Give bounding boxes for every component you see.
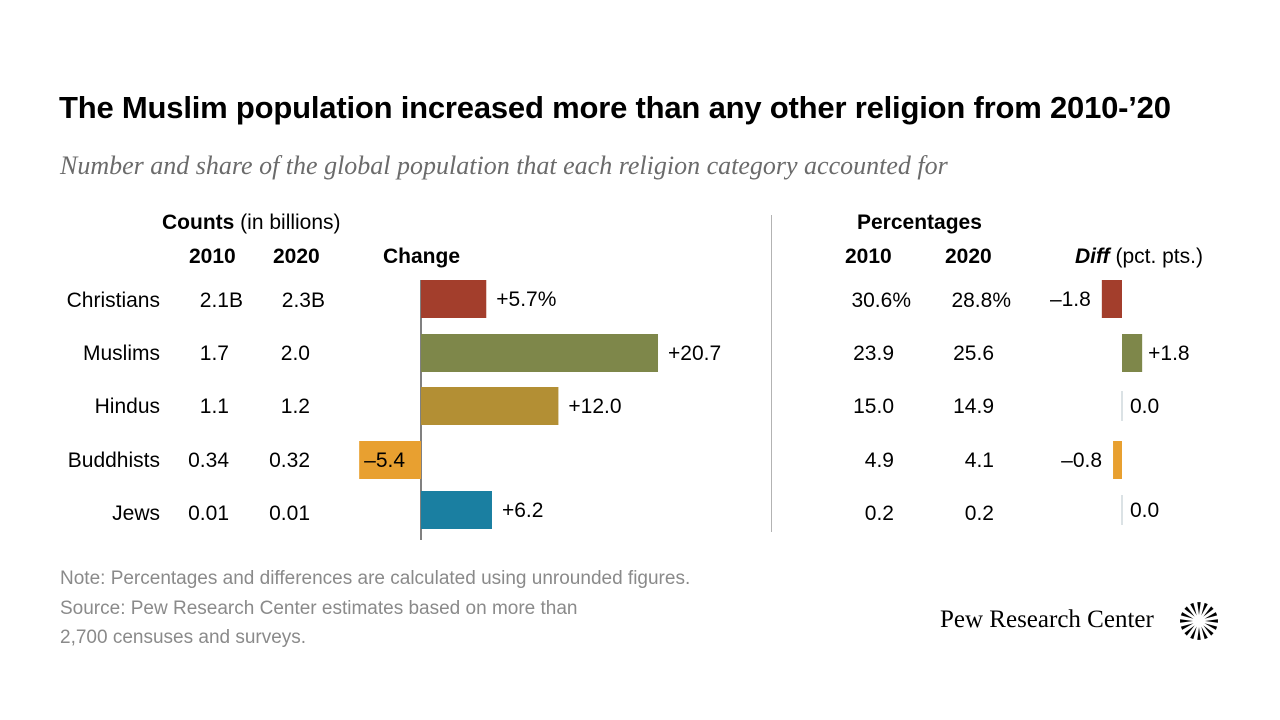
source-text: Source: Pew Research Center estimates ba… (60, 597, 578, 619)
change-bar-hindus (421, 387, 559, 425)
change-bar-buddhists (359, 441, 421, 479)
diff-bar-buddhists (1113, 441, 1122, 479)
pct-2010-header: 2010 (845, 245, 892, 268)
count-2010: 1.1 (199, 395, 229, 418)
change-bar-christians (421, 280, 487, 318)
diff-header-unit: (pct. pts.) (1115, 245, 1203, 268)
row-label: Muslims (83, 342, 160, 365)
diff-label-christians: –1.8 (1050, 288, 1091, 311)
pct-2010: 0.2 (864, 502, 894, 525)
footnote: Note: Percentages and differences are ca… (60, 564, 690, 653)
pct-2020-header: 2020 (945, 245, 992, 268)
diff-label-jews: 0.0 (1130, 499, 1159, 522)
diff-label-buddhists: –0.8 (1061, 449, 1102, 472)
section-divider (771, 215, 772, 532)
diff-bar-muslims (1122, 334, 1143, 372)
count-2020: 2.3B (281, 289, 325, 312)
count-2020: 1.2 (280, 395, 310, 418)
count-2010: 2.1B (199, 289, 243, 312)
diff-label-muslims: +1.8 (1148, 342, 1189, 365)
row-label: Christians (66, 289, 160, 312)
change-label-buddhists: –5.4 (364, 449, 405, 472)
percentages-header: Percentages (857, 211, 982, 234)
counts-2010-header: 2010 (189, 245, 236, 268)
note-text: Note: Percentages and differences are ca… (60, 568, 691, 589)
change-bar-jews (421, 491, 492, 529)
count-2020: 0.01 (269, 502, 310, 525)
counts-header: Counts (in billions) (162, 211, 341, 235)
count-2020: 0.32 (269, 449, 310, 472)
counts-2020-header: 2020 (273, 245, 320, 268)
row-label: Hindus (94, 395, 160, 418)
pct-2010: 15.0 (853, 395, 894, 418)
chart-title: The Muslim population increased more tha… (59, 90, 1171, 125)
pct-2020: 28.8% (951, 289, 1011, 312)
change-label-muslims: +20.7 (668, 342, 721, 365)
change-header: Change (383, 245, 461, 268)
brand-name: Pew Research Center (940, 606, 1154, 633)
pew-logo-icon (1180, 602, 1218, 640)
pct-2020: 0.2 (964, 502, 994, 525)
count-2010: 0.34 (188, 449, 229, 472)
pct-2020: 25.6 (953, 342, 994, 365)
change-bar-muslims (421, 334, 659, 372)
chart-subtitle: Number and share of the global populatio… (60, 151, 948, 180)
change-label-jews: +6.2 (502, 499, 543, 522)
pct-2020: 4.1 (964, 449, 994, 472)
row-label: Buddhists (67, 449, 160, 472)
counts-header-unit: (in billions) (240, 211, 341, 234)
row-label: Jews (112, 502, 160, 525)
source-text-continued: 2,700 censuses and surveys. (60, 627, 307, 648)
count-2010: 0.01 (188, 502, 229, 525)
diff-header: Diff (pct. pts.) (1075, 245, 1203, 269)
change-label-hindus: +12.0 (568, 395, 621, 418)
diff-bar-christians (1101, 280, 1122, 318)
diff-label-hindus: 0.0 (1130, 395, 1159, 418)
pct-2010: 4.9 (864, 449, 894, 472)
pct-2010: 23.9 (853, 342, 894, 365)
pct-2010: 30.6% (851, 289, 911, 312)
counts-header-bold: Counts (162, 211, 235, 234)
change-label-christians: +5.7% (496, 288, 556, 311)
count-2020: 2.0 (280, 342, 310, 365)
pct-2020: 14.9 (953, 395, 994, 418)
count-2010: 1.7 (199, 342, 229, 365)
diff-header-bold: Diff (1075, 245, 1110, 268)
